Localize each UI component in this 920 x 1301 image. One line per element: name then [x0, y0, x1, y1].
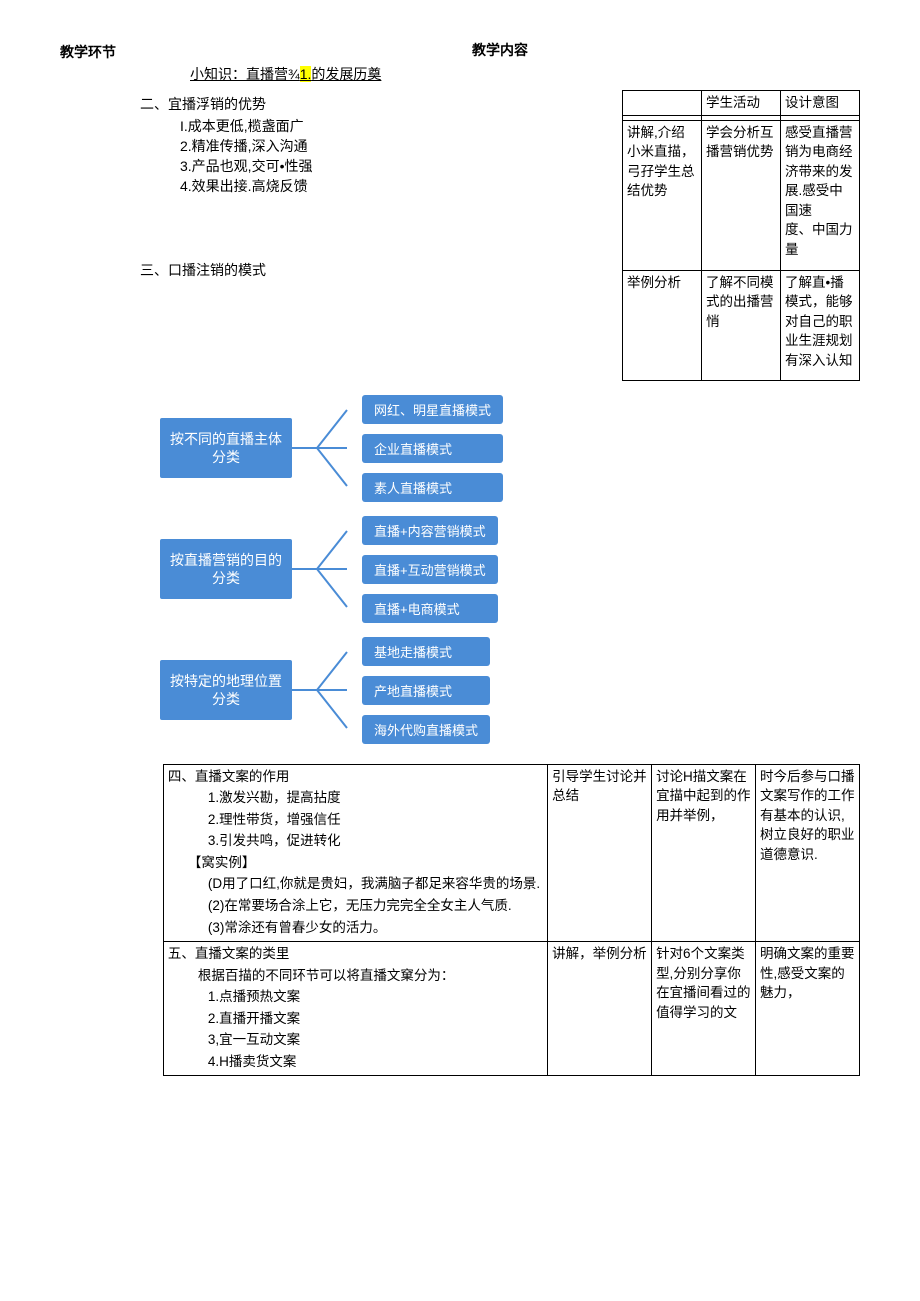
section5-p1: 根据百描的不同环节可以将直播文窠分为：	[168, 966, 543, 986]
t2-r1c3: 讨论H描文案在宜描中起到的作用并举例，	[652, 764, 756, 942]
t2-r2c0	[60, 942, 163, 1076]
t2-r2c2: 讲解，举例分析	[548, 942, 652, 1076]
section5-item4: 4.H播卖货文案	[168, 1052, 543, 1072]
info-table-top: 学生活动 设计意图 讲解,介绍小米直描，弓孖学生总结优势 学会分析互播营销优势 …	[622, 90, 860, 381]
section4-item3: 3.引发共鸣，促进转化	[168, 831, 543, 851]
dg2-category: 按直播营销的目的分类	[160, 539, 292, 599]
info-table-bottom: 四、直播文案的作用 1.激发兴勘，提高拈度 2.理性带货，增强信任 3.引发共鸣…	[60, 764, 860, 1077]
section4-item1: 1.激发兴勘，提高拈度	[168, 788, 543, 808]
section5-title: 五、直播文案的类里	[168, 944, 543, 964]
classification-diagram: 按不同的直播主体分类 网红、明星直播模式 企业直播模式 素人直播模式 按直播营销…	[160, 395, 860, 744]
t2-r1c4: 时今后参与口播文案写作的工作有基本的认识,树立良好的职业道德意识.	[756, 764, 860, 942]
dg2-connector	[292, 519, 362, 619]
dg3-connector	[292, 640, 362, 740]
t1-r0c4: 设计意图	[781, 91, 860, 116]
dg3-category: 按特定的地理位置分类	[160, 660, 292, 720]
dg2-item3: 直播+电商模式	[362, 594, 498, 623]
section5-item2: 2.直播开播文案	[168, 1009, 543, 1029]
t1-r0c2	[623, 91, 702, 116]
dg1-category: 按不同的直播主体分类	[160, 418, 292, 478]
t2-r1c0	[60, 764, 163, 942]
subtitle: 小知识：直播营¾1.的发展历奠	[190, 64, 860, 84]
section3-title: 三、口播注销的模式	[140, 260, 622, 280]
t1-r3c2: 举例分析	[623, 270, 702, 380]
subtitle-pre: 小知识：直播营¾	[190, 66, 300, 82]
section2-item2: 2.精准传播,深入沟通	[140, 136, 622, 156]
dg3-item1: 基地走播模式	[362, 637, 490, 666]
t2-r1c2: 引导学生讨论并总结	[548, 764, 652, 942]
section2-item1: I.成本更低,榄盏面广	[140, 116, 622, 136]
dg1-item2: 企业直播模式	[362, 434, 503, 463]
dg2-item1: 直播+内容营销模式	[362, 516, 498, 545]
subtitle-highlight: 1.	[300, 66, 312, 82]
section2-item4: 4.效果出接.高烧反馈	[140, 176, 622, 196]
t2-r1c1: 四、直播文案的作用 1.激发兴勘，提高拈度 2.理性带货，增强信任 3.引发共鸣…	[163, 764, 547, 942]
diagram-group-2: 按直播营销的目的分类 直播+内容营销模式 直播+互动营销模式 直播+电商模式	[160, 516, 860, 623]
col-header-mid: 教学内容	[140, 40, 860, 60]
dg1-item3: 素人直播模式	[362, 473, 503, 502]
t2-r2c1: 五、直播文案的类里 根据百描的不同环节可以将直播文窠分为： 1.点播预热文案 2…	[163, 942, 547, 1076]
section2-title: 二、宜播浮销的优势	[140, 94, 622, 114]
t2-r2c4: 明确文案的重要性,感受文案的魅力，	[756, 942, 860, 1076]
t2-r2c3: 针对6个文案类型,分别分享你在宜播间看过的值得学习的文	[652, 942, 756, 1076]
dg3-item3: 海外代购直播模式	[362, 715, 490, 744]
col-header-left: 教学环节	[60, 40, 140, 62]
dg3-item2: 产地直播模式	[362, 676, 490, 705]
dg1-connector	[292, 398, 362, 498]
section4-example-heading: 【窝实例】	[168, 853, 543, 873]
section2-item3: 3.产品也观,交可•性强	[140, 156, 622, 176]
section4-ex2: (2)在常要场合涂上它，无压力完完全全女主人气质.	[168, 896, 543, 916]
t1-r0c3: 学生活动	[702, 91, 781, 116]
section5-item1: 1.点播预热文案	[168, 987, 543, 1007]
section4-ex1: (D用了口红,你就是贵妇，我满脑子都足来容华贵的场景.	[168, 874, 543, 894]
section4-ex3: (3)常涂还有曾春少女的活力。	[168, 918, 543, 938]
dg2-item2: 直播+互动营销模式	[362, 555, 498, 584]
section5-item3: 3,宜一互动文案	[168, 1030, 543, 1050]
dg1-item1: 网红、明星直播模式	[362, 395, 503, 424]
diagram-group-3: 按特定的地理位置分类 基地走播模式 产地直播模式 海外代购直播模式	[160, 637, 860, 744]
section4-item2: 2.理性带货，增强信任	[168, 810, 543, 830]
t1-r2c3: 学会分析互播营销优势	[702, 120, 781, 270]
diagram-group-1: 按不同的直播主体分类 网红、明星直播模式 企业直播模式 素人直播模式	[160, 395, 860, 502]
t1-r2c2: 讲解,介绍小米直描，弓孖学生总结优势	[623, 120, 702, 270]
t1-r2c4: 感受直播营销为电商经济带来的发展.感受中国速 度、中国力量	[781, 120, 860, 270]
subtitle-post: 的发展历奠	[311, 66, 381, 82]
t1-r3c3: 了解不同模式的出播营悄	[702, 270, 781, 380]
section4-title: 四、直播文案的作用	[168, 767, 543, 787]
t1-r3c4: 了解直•播模式，能够对自己的职业生涯规划有深入认知	[781, 270, 860, 380]
